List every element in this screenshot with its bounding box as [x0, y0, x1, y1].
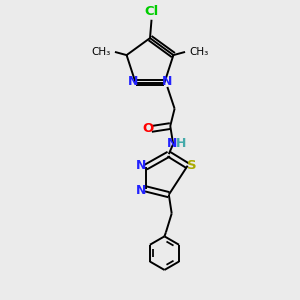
- Text: N: N: [136, 159, 146, 172]
- Text: CH₃: CH₃: [189, 47, 208, 57]
- Text: N: N: [136, 184, 146, 197]
- Text: S: S: [187, 159, 197, 172]
- Text: H: H: [176, 137, 186, 151]
- Text: O: O: [142, 122, 154, 135]
- Text: N: N: [162, 75, 172, 88]
- Text: CH₃: CH₃: [92, 47, 111, 57]
- Text: Cl: Cl: [144, 5, 159, 18]
- Text: N: N: [128, 75, 138, 88]
- Text: N: N: [167, 137, 177, 151]
